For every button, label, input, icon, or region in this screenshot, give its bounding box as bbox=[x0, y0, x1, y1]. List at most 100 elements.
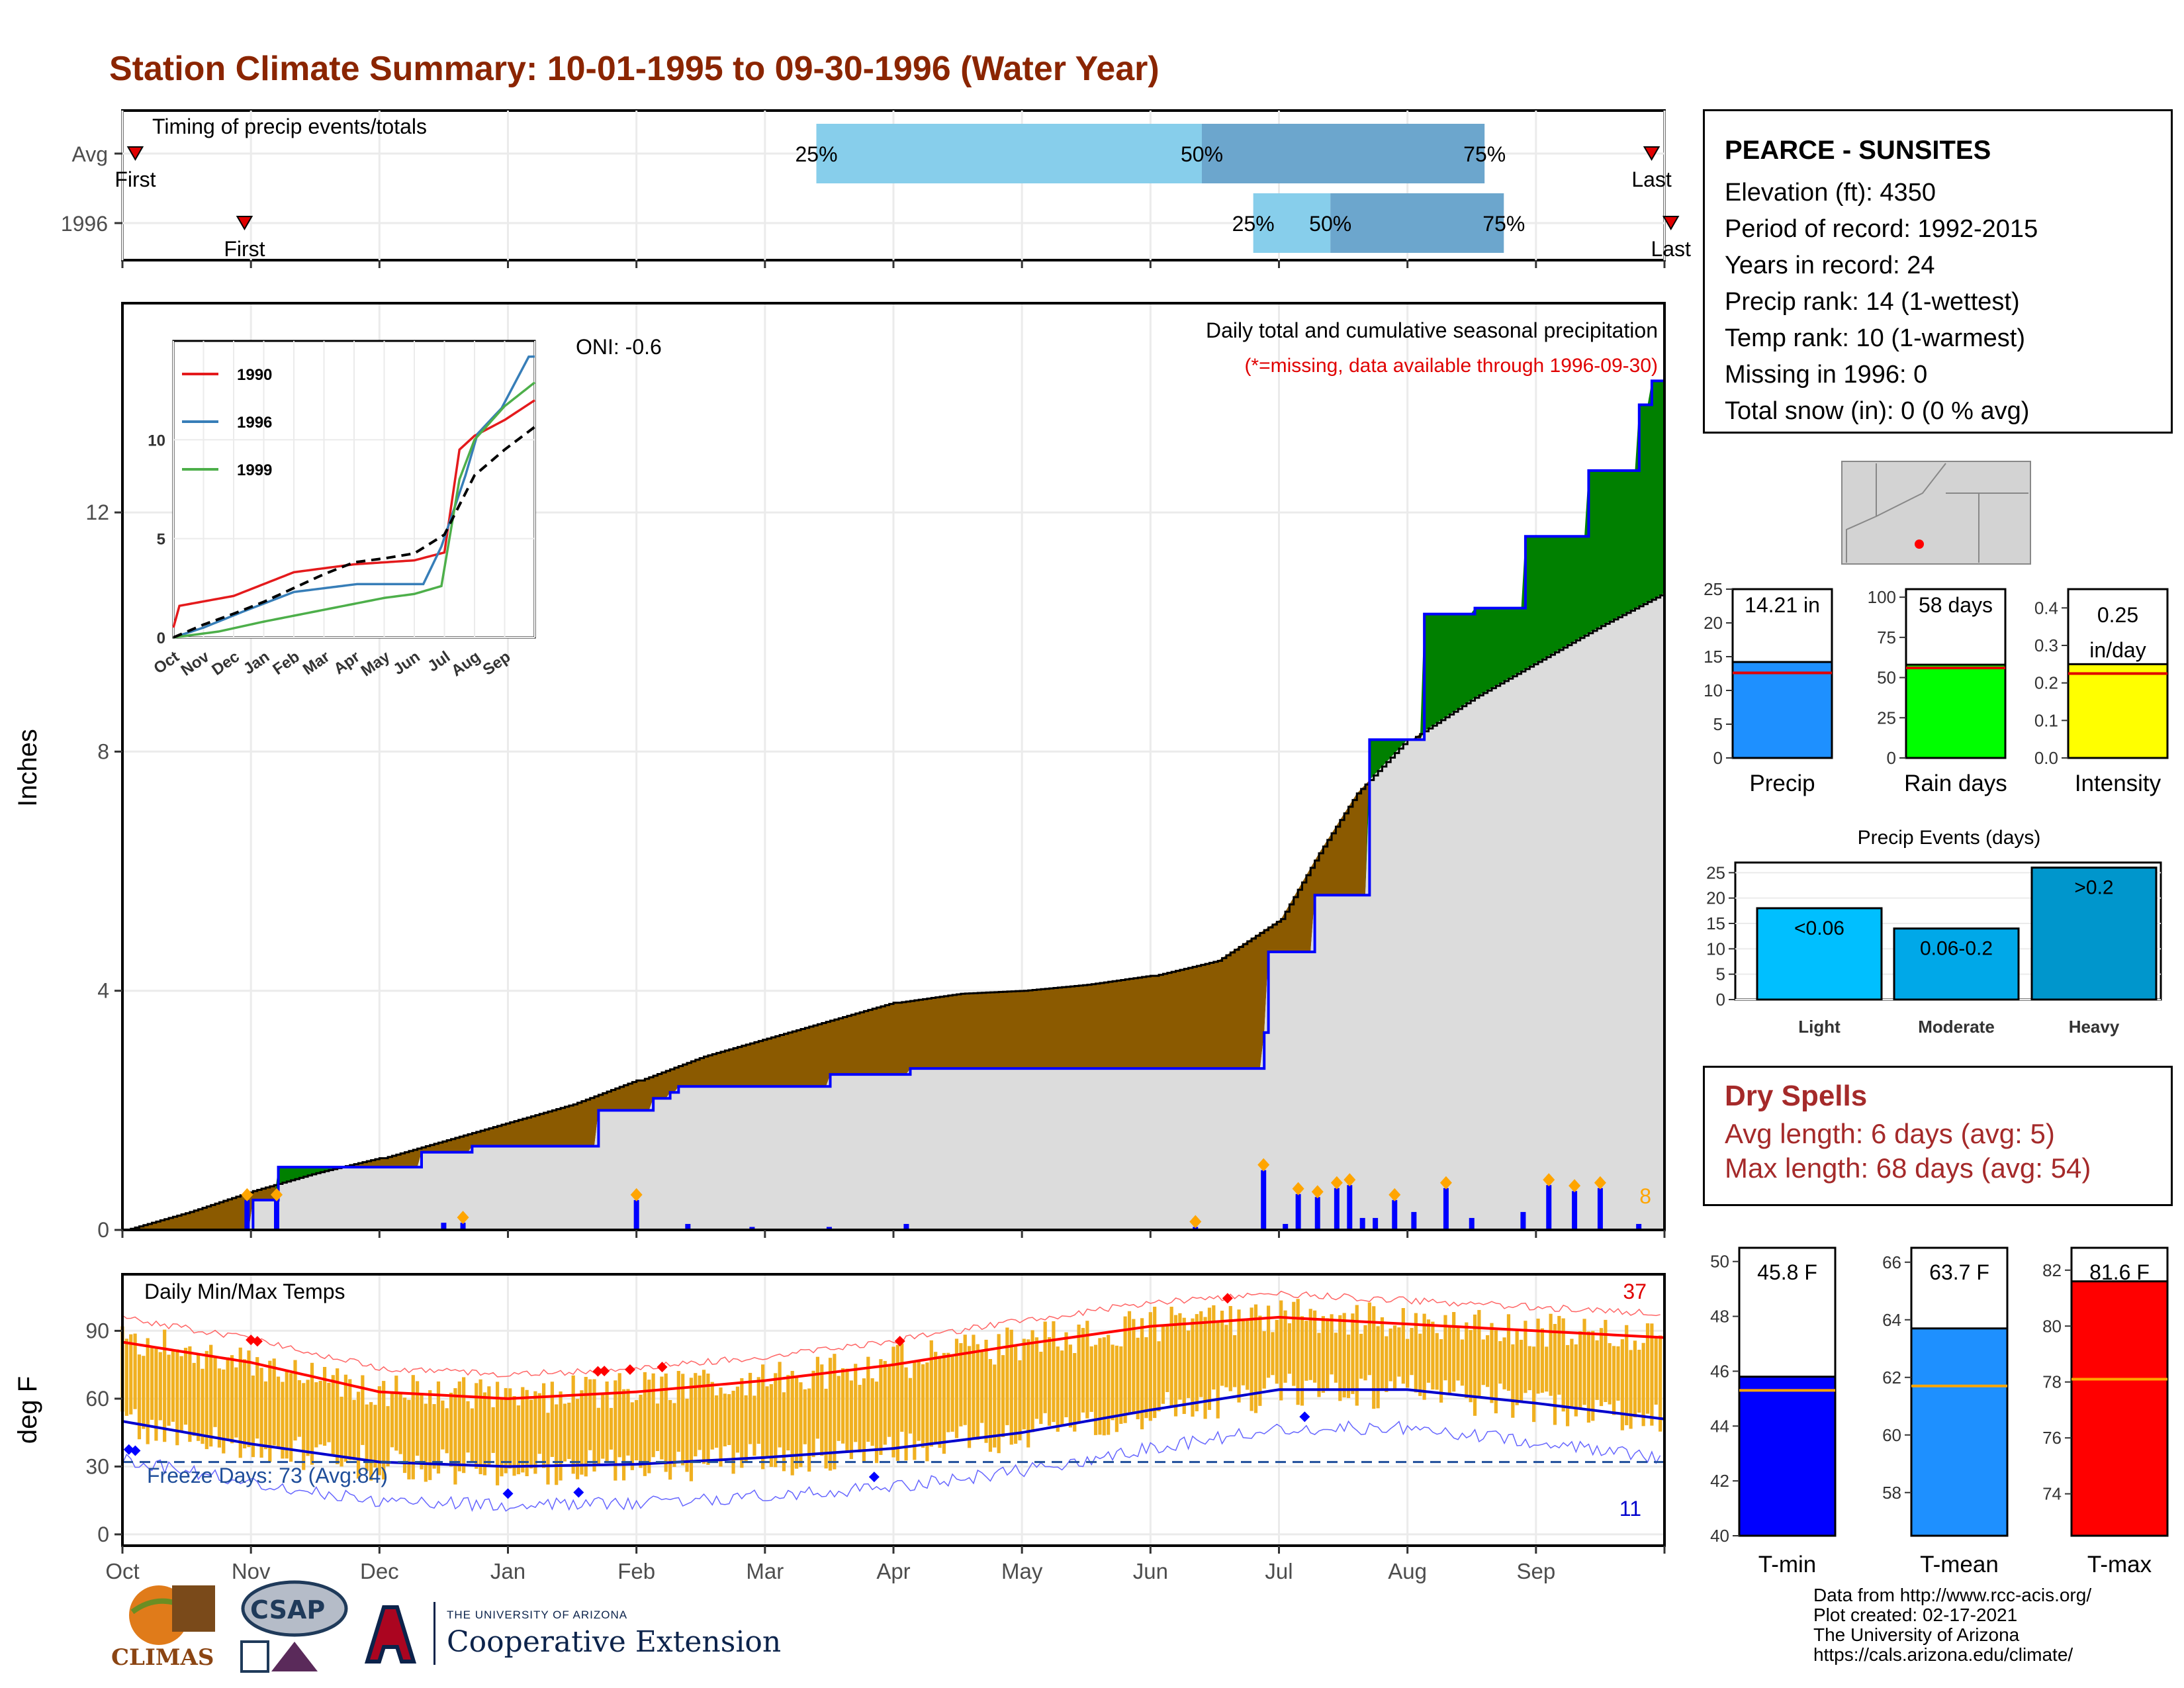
precip-events-bar-moderate bbox=[1893, 927, 2020, 1001]
daily-temp-bar bbox=[297, 1380, 301, 1437]
daily-temp-bar bbox=[516, 1405, 521, 1475]
csap-logo-text: CSAP bbox=[250, 1595, 325, 1624]
summary-bar-unit-label: in/day bbox=[2089, 638, 2146, 662]
daily-temp-bar bbox=[555, 1404, 559, 1485]
daily-temp-bar bbox=[1549, 1313, 1553, 1396]
summary-bar-frame bbox=[1905, 588, 2007, 759]
daily-temp-bar bbox=[778, 1362, 782, 1448]
summary-bar-value-label: 58 days bbox=[1919, 593, 1993, 617]
daily-temp-bar bbox=[938, 1356, 942, 1448]
daily-temp-bar bbox=[1005, 1327, 1009, 1425]
timing-50-label: 50% bbox=[1309, 212, 1351, 236]
daily-temp-bar bbox=[1228, 1305, 1232, 1391]
inset-month-label: Apr bbox=[330, 648, 363, 679]
daily-temp-bar bbox=[1304, 1321, 1308, 1381]
station-name: PEARCE - SUNSITES bbox=[1725, 136, 1991, 165]
timing-75-label: 75% bbox=[1482, 212, 1525, 236]
daily-temp-bar bbox=[1313, 1310, 1317, 1383]
summary-bar-value-label: 14.21 in bbox=[1745, 593, 1820, 617]
daily-temp-bar bbox=[1199, 1311, 1203, 1397]
daily-temp-bar bbox=[976, 1344, 979, 1440]
timing-last-label: Last bbox=[1631, 167, 1672, 191]
daily-temp-bar bbox=[213, 1356, 217, 1427]
temp-ytick-label: 90 bbox=[85, 1319, 109, 1342]
timing-last-marker bbox=[1662, 216, 1680, 230]
cold-days-count: 11 bbox=[1619, 1497, 1641, 1521]
daily-temp-bar bbox=[495, 1382, 500, 1485]
summary-bar-tick-label: 25 bbox=[1877, 708, 1896, 727]
daily-temp-bar bbox=[1578, 1331, 1582, 1409]
daily-temp-bar bbox=[702, 1370, 706, 1464]
daily-temp-bar bbox=[1182, 1317, 1186, 1415]
month-axis-label: May bbox=[1001, 1559, 1043, 1583]
daily-temp-bar bbox=[1385, 1336, 1388, 1392]
daily-temp-bar bbox=[1253, 1304, 1258, 1413]
inset-line-1996 bbox=[173, 355, 535, 639]
inset-legend-label: 1990 bbox=[237, 366, 272, 384]
daily-temp-bar bbox=[255, 1357, 259, 1439]
daily-temp-bar bbox=[921, 1364, 925, 1448]
daily-temp-bar bbox=[205, 1350, 208, 1450]
daily-temp-bar bbox=[1439, 1339, 1443, 1403]
footer-url: https://cals.arizona.edu/climate/ bbox=[1813, 1644, 2073, 1665]
timing-row-label: 1996 bbox=[61, 212, 108, 236]
daily-temp-bar bbox=[251, 1375, 255, 1458]
daily-temp-bar bbox=[1026, 1339, 1030, 1448]
daily-precip-bar bbox=[1373, 1217, 1379, 1230]
daily-temp-bar bbox=[1064, 1332, 1068, 1418]
daily-temp-bar bbox=[1068, 1344, 1072, 1428]
daily-precip-bar bbox=[1359, 1217, 1365, 1230]
daily-temp-bar bbox=[361, 1375, 365, 1445]
daily-precip-bar bbox=[1314, 1197, 1320, 1230]
daily-temp-bar bbox=[550, 1382, 554, 1457]
daily-temp-bar bbox=[588, 1379, 592, 1450]
daily-temp-bar bbox=[774, 1373, 778, 1468]
precip-base-area bbox=[122, 593, 1664, 1230]
daily-temp-bar bbox=[1557, 1315, 1561, 1395]
summary-bar-intensity bbox=[2067, 663, 2169, 759]
daily-temp-bar bbox=[929, 1340, 933, 1447]
station-precip-rank: Precip rank: 14 (1-wettest) bbox=[1725, 288, 2020, 316]
daily-temp-bar bbox=[1519, 1339, 1524, 1402]
daily-temp-bar bbox=[1570, 1338, 1574, 1407]
daily-temp-bar bbox=[449, 1392, 453, 1467]
daily-temp-bar bbox=[1262, 1331, 1266, 1389]
record-high-marker bbox=[624, 1364, 635, 1376]
dry-spells-avg: Avg length: 6 days (avg: 5) bbox=[1725, 1118, 2055, 1149]
daily-temp-bar bbox=[302, 1383, 306, 1470]
missing-note: (*=missing, data available through 1996-… bbox=[1244, 355, 1658, 377]
daily-temp-bar bbox=[348, 1379, 352, 1460]
daily-temp-bar bbox=[402, 1397, 407, 1474]
summary-bar-tick-label: 0.0 bbox=[2034, 748, 2058, 768]
daily-temp-bar bbox=[1119, 1346, 1123, 1425]
daily-temp-bar bbox=[731, 1390, 735, 1474]
daily-temp-bar bbox=[858, 1385, 862, 1452]
summary-bar-frame bbox=[1731, 588, 1833, 759]
daily-temp-bar bbox=[171, 1351, 175, 1422]
daily-temp-bar bbox=[356, 1391, 361, 1479]
inset-month-label: Oct bbox=[151, 648, 183, 678]
timing-50-label: 50% bbox=[1181, 142, 1223, 166]
daily-temp-bar bbox=[1435, 1333, 1439, 1390]
daily-temp-bar bbox=[146, 1338, 150, 1444]
daily-temp-bar bbox=[828, 1358, 833, 1471]
summary-bar-tick-label: 0 bbox=[1887, 748, 1896, 768]
daily-temp-bar bbox=[1039, 1352, 1043, 1425]
daily-temp-bar bbox=[1018, 1360, 1022, 1440]
daily-temp-bar bbox=[142, 1356, 146, 1429]
summary-bar-tick-label: 20 bbox=[1704, 613, 1723, 633]
daily-temp-bar bbox=[575, 1399, 580, 1479]
summary-bar-tick-label: 50 bbox=[1877, 668, 1896, 688]
daily-temp-bar bbox=[1030, 1330, 1034, 1432]
daily-temp-bar bbox=[1140, 1318, 1144, 1430]
month-axis-label: Jun bbox=[1133, 1559, 1168, 1583]
daily-precip-bar bbox=[633, 1199, 639, 1230]
daily-temp-bar bbox=[466, 1401, 470, 1453]
daily-temp-bar bbox=[1359, 1333, 1363, 1379]
daily-temp-bar bbox=[1616, 1346, 1620, 1401]
month-axis-label: Aug bbox=[1388, 1559, 1427, 1583]
daily-temp-bar bbox=[1043, 1321, 1047, 1413]
daily-temp-bar bbox=[908, 1378, 913, 1434]
daily-temp-bar bbox=[1536, 1318, 1540, 1394]
precip-subtitle: Daily total and cumulative seasonal prec… bbox=[1206, 318, 1658, 342]
